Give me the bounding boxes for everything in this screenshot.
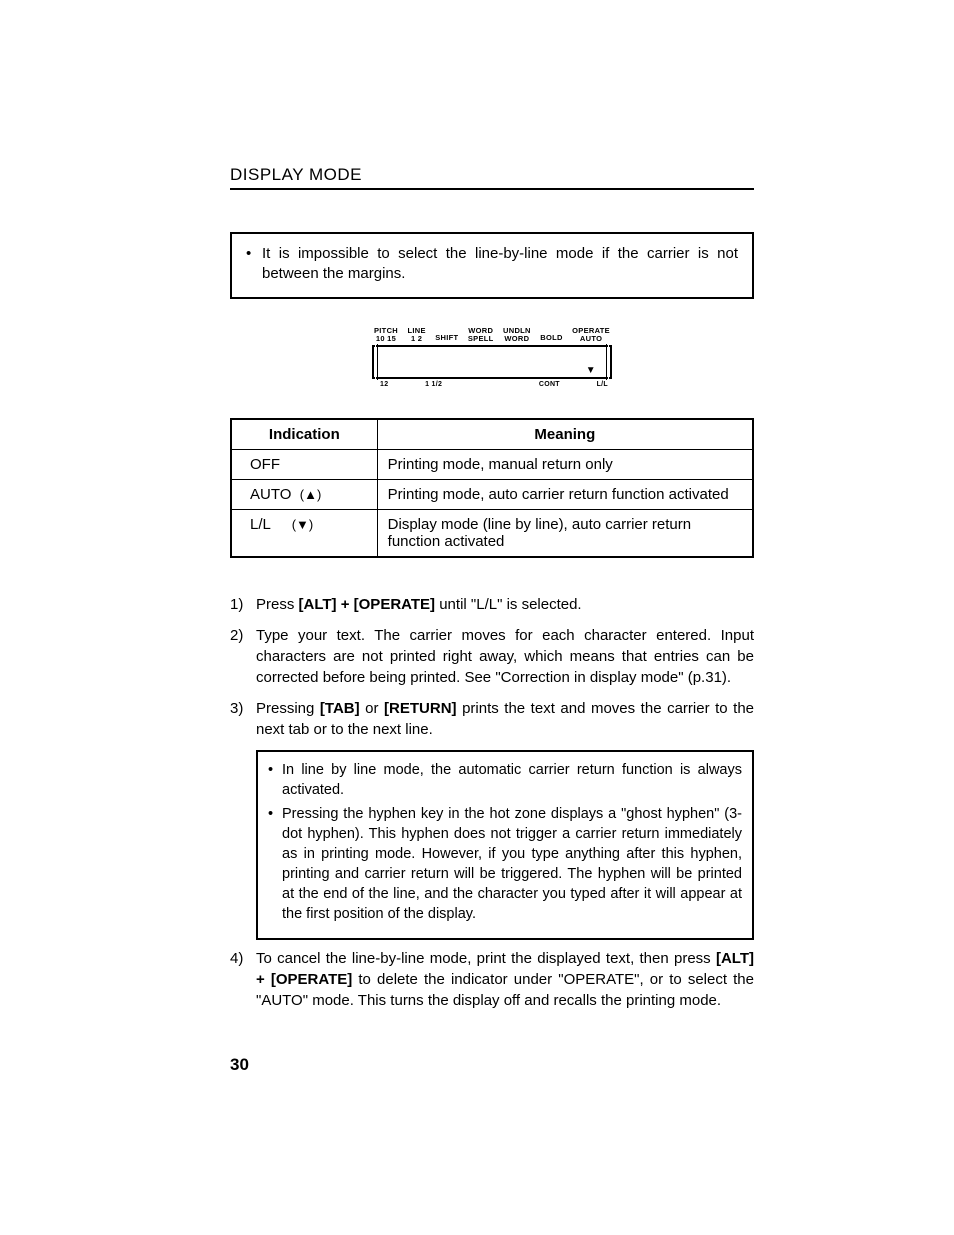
note-text: It is impossible to select the line-by-l… (262, 244, 738, 285)
page: DISPLAY MODE • It is impossible to selec… (0, 0, 954, 1235)
step-4: 4) To cancel the line-by-line mode, prin… (230, 948, 754, 1011)
inner-note-2: Pressing the hyphen key in the hot zone … (282, 804, 742, 924)
th-indication: Indication (231, 419, 377, 450)
inner-note-1: In line by line mode, the automatic carr… (282, 760, 742, 800)
table-row: AUTO (▲) Printing mode, auto carrier ret… (231, 480, 753, 510)
note-box-2: • In line by line mode, the automatic ca… (256, 750, 754, 940)
step-3: 3) Pressing [TAB] or [RETURN] prints the… (230, 698, 754, 740)
page-number: 30 (230, 1055, 249, 1075)
down-triangle-icon: ▼ (586, 365, 596, 376)
note-box-1: • It is impossible to select the line-by… (230, 232, 754, 299)
steps-list: 1) Press [ALT] + [OPERATE] until "L/L" i… (230, 594, 754, 1011)
panel-top-labels: PITCH10 15 LINE1 2 SHIFT WORDSPELL UNDLN… (372, 327, 612, 346)
page-header: DISPLAY MODE (230, 165, 754, 190)
indication-table: Indication Meaning OFF Printing mode, ma… (230, 418, 754, 558)
table-row: L/L (▼) Display mode (line by line), aut… (231, 510, 753, 558)
table-row: OFF Printing mode, manual return only (231, 450, 753, 480)
panel-bottom-labels: 12 1 1/2 CONT L/L (372, 379, 612, 388)
step-2: 2) Type your text. The carrier moves for… (230, 625, 754, 688)
lcd-panel: PITCH10 15 LINE1 2 SHIFT WORDSPELL UNDLN… (230, 327, 754, 389)
th-meaning: Meaning (377, 419, 753, 450)
step-1: 1) Press [ALT] + [OPERATE] until "L/L" i… (230, 594, 754, 615)
lcd-screen: ▼ (372, 345, 612, 379)
bullet-dot: • (246, 244, 262, 285)
